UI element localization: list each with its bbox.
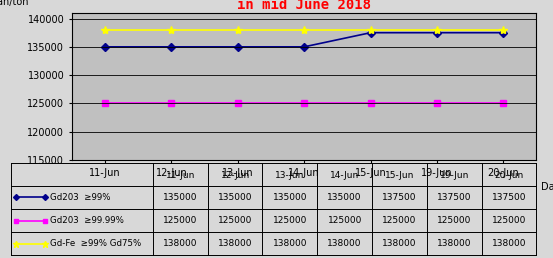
Text: 137500: 137500 [437,193,472,202]
Text: 138000: 138000 [163,239,197,248]
Text: 137500: 137500 [382,193,417,202]
Text: 20-Jun: 20-Jun [494,171,524,180]
Text: 15-Jun: 15-Jun [385,171,414,180]
Text: Gd-Fe  ≥99% Gd75%: Gd-Fe ≥99% Gd75% [50,239,142,248]
Text: 125000: 125000 [163,216,197,225]
Text: 138000: 138000 [273,239,307,248]
Text: 125000: 125000 [437,216,471,225]
Text: 138000: 138000 [437,239,472,248]
Text: 138000: 138000 [218,239,252,248]
Text: 125000: 125000 [382,216,416,225]
Text: 135000: 135000 [273,193,307,202]
Text: 125000: 125000 [218,216,252,225]
Text: 125000: 125000 [492,216,526,225]
Text: 138000: 138000 [327,239,362,248]
Text: 135000: 135000 [327,193,362,202]
Text: Date: Date [541,182,553,192]
Text: Gd203  ≥99%: Gd203 ≥99% [50,193,111,202]
Text: 13-Jun: 13-Jun [275,171,305,180]
Text: 138000: 138000 [492,239,526,248]
Text: 14-Jun: 14-Jun [330,171,359,180]
Text: 125000: 125000 [327,216,362,225]
Text: 19-Jun: 19-Jun [440,171,469,180]
Text: 135000: 135000 [163,193,197,202]
Text: 137500: 137500 [492,193,526,202]
Y-axis label: Yuan/ton: Yuan/ton [0,0,28,7]
Text: 12-Jun: 12-Jun [221,171,250,180]
Text: 138000: 138000 [382,239,417,248]
Title: Gadolinium series price trends
in mid June 2018: Gadolinium series price trends in mid Ju… [179,0,430,12]
Text: 125000: 125000 [273,216,307,225]
Text: 135000: 135000 [218,193,252,202]
Text: Gd203  ≥99.99%: Gd203 ≥99.99% [50,216,124,225]
Text: 11-Jun: 11-Jun [165,171,195,180]
